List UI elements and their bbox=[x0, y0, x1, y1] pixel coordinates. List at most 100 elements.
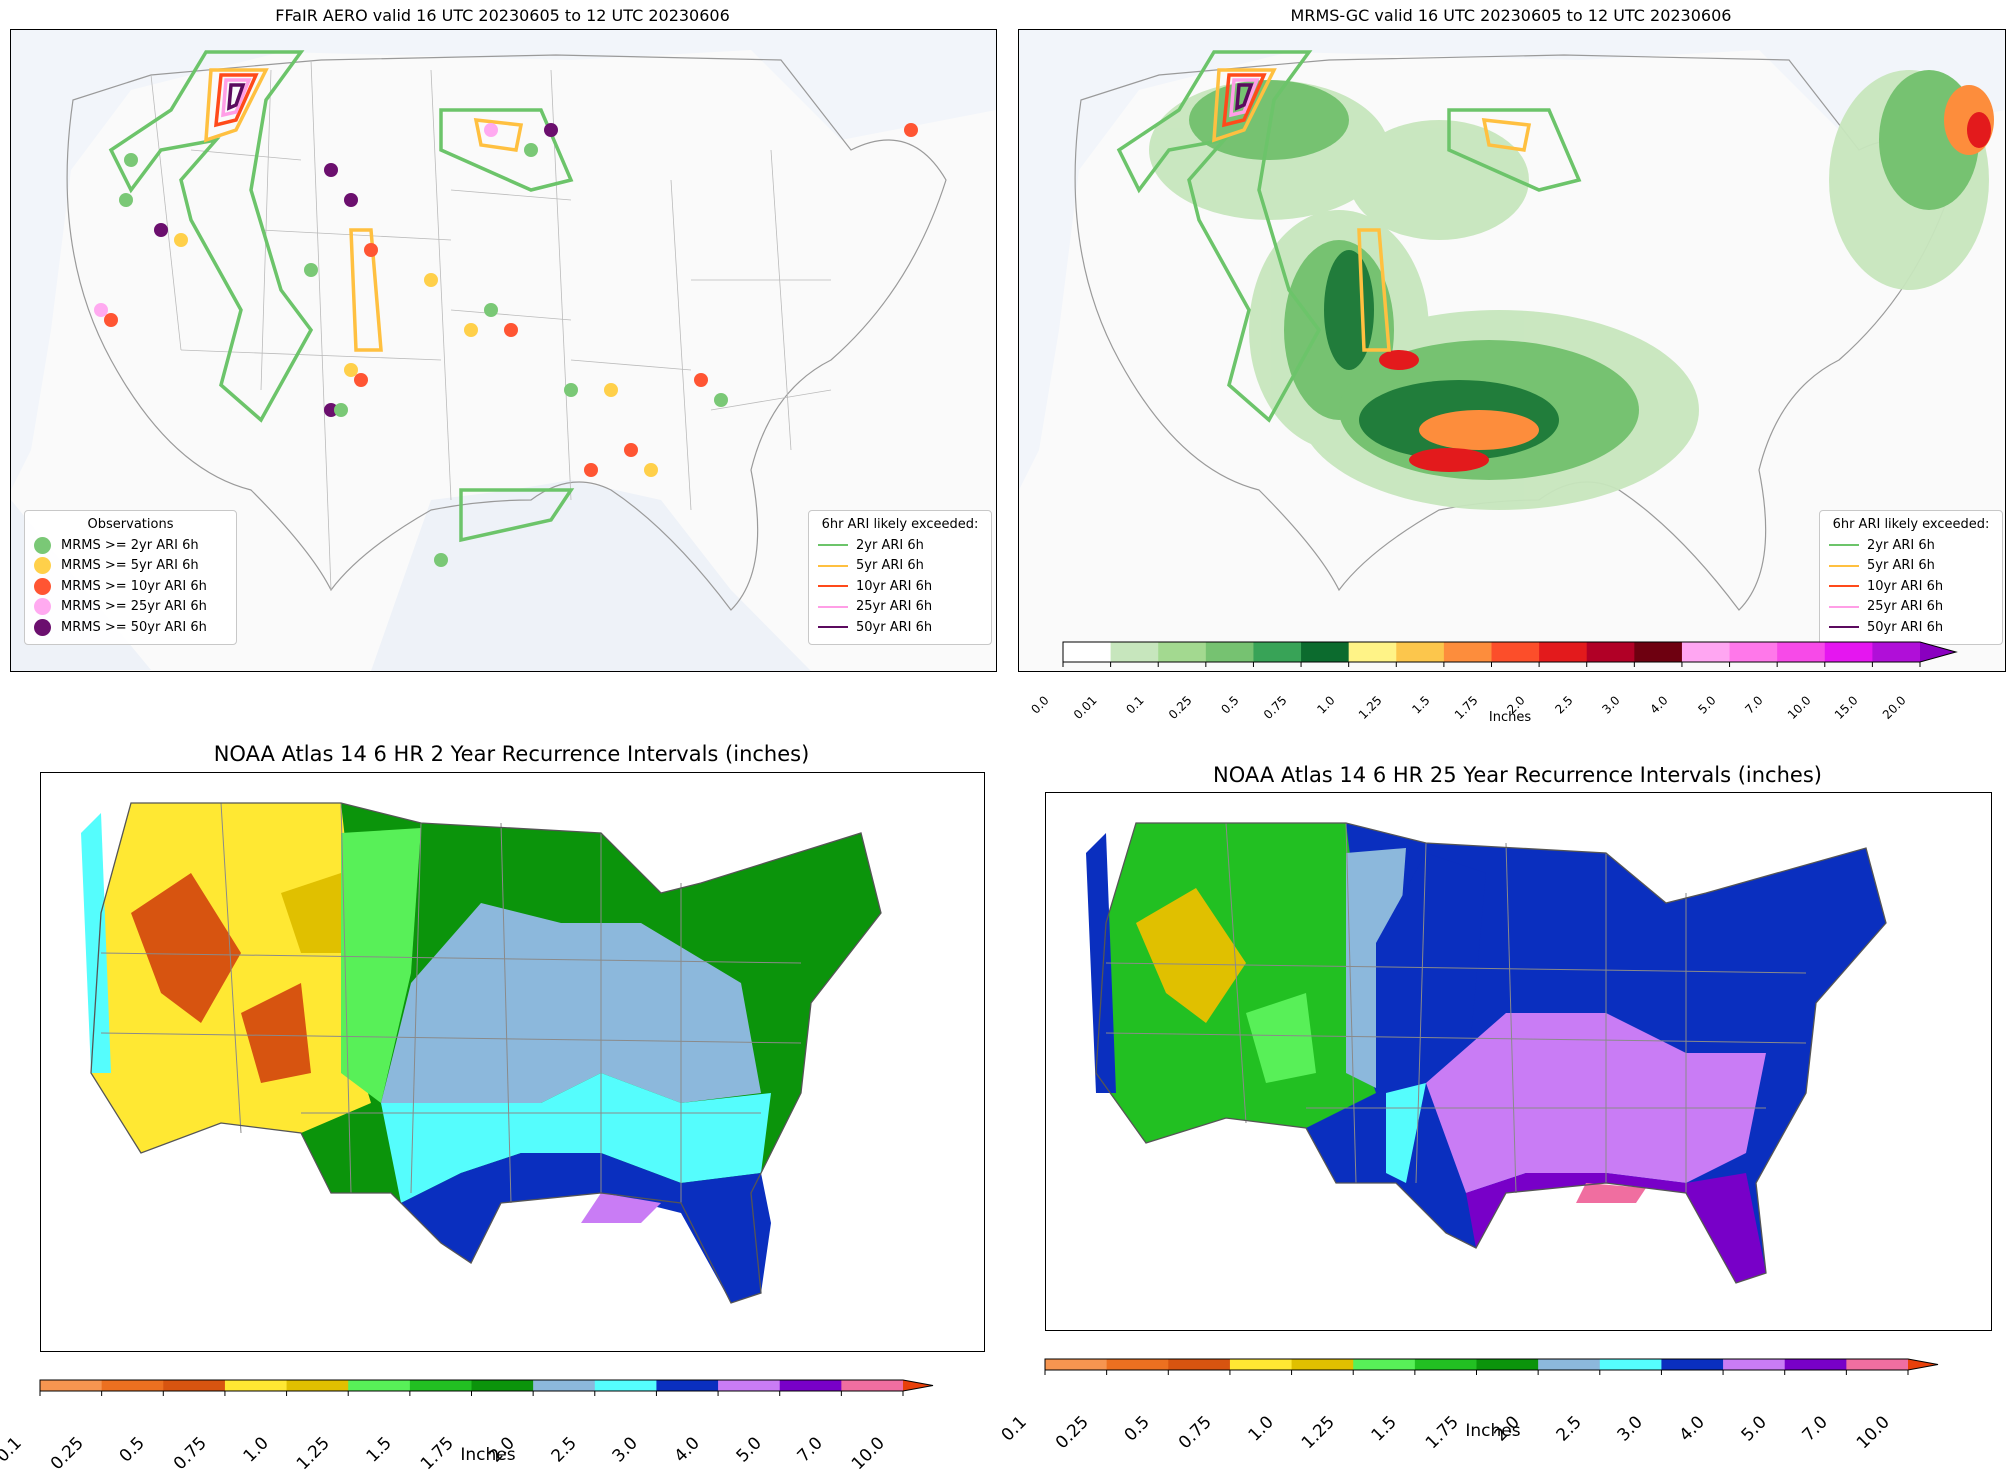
line-icon bbox=[818, 564, 848, 567]
colorbar-tick-label: 4.0 bbox=[1647, 693, 1671, 717]
colorbar-tick-label: 5.0 bbox=[1737, 1412, 1771, 1446]
colorbar-tick-label: 0.1 bbox=[997, 1412, 1031, 1446]
colorbar-tick-label: 0.75 bbox=[169, 1433, 211, 1475]
line-icon bbox=[818, 605, 848, 608]
ffair-title: FFaIR AERO valid 16 UTC 20230605 to 12 U… bbox=[275, 6, 730, 25]
ari-legend-mrms: 6hr ARI likely exceeded: 2yr ARI 6h 5yr … bbox=[1819, 510, 2003, 645]
colorbar-tick-label: 0.75 bbox=[1174, 1412, 1216, 1454]
line-icon bbox=[1829, 626, 1859, 629]
colorbar-tick-label: 7.0 bbox=[1798, 1412, 1833, 1446]
colorbar-tick-label: 1.0 bbox=[239, 1433, 273, 1467]
colorbar-svg bbox=[1062, 641, 1958, 667]
colorbar-outline bbox=[39, 1379, 934, 1392]
mrms-colorbar-label: Inches bbox=[1488, 710, 1532, 725]
colorbar-swatch bbox=[1291, 1359, 1354, 1370]
line-icon bbox=[818, 626, 848, 629]
colorbar-swatch bbox=[1539, 642, 1588, 662]
colorbar-swatch bbox=[656, 1380, 719, 1391]
line-icon bbox=[1829, 564, 1859, 567]
colorbar-swatch bbox=[1476, 1359, 1539, 1370]
colorbar-swatch bbox=[1396, 642, 1445, 662]
colorbar-extend-arrow bbox=[903, 1380, 933, 1391]
colorbar-outline bbox=[1044, 1358, 1939, 1371]
colorbar-tick-label: 0.01 bbox=[1070, 693, 1100, 723]
colorbar-swatch bbox=[1599, 1359, 1662, 1370]
colorbar-swatch bbox=[1414, 1359, 1477, 1370]
colorbar-tick-label: 1.25 bbox=[293, 1433, 335, 1475]
colorbar-swatch bbox=[1586, 642, 1635, 662]
colorbar-tick-label: 20.0 bbox=[1879, 693, 1909, 723]
ari-legend-item-2yr: 2yr ARI 6h bbox=[1829, 535, 1993, 556]
ari-legend-label: 5yr ARI 6h bbox=[1867, 558, 1935, 574]
colorbar-swatch bbox=[1353, 1359, 1416, 1370]
colorbar-swatch bbox=[718, 1380, 781, 1391]
colorbar-swatch bbox=[1158, 642, 1207, 662]
colorbar-tick-label: 5.0 bbox=[732, 1433, 766, 1467]
colorbar-swatch bbox=[471, 1380, 534, 1391]
colorbar-tick-label: 7.0 bbox=[1742, 693, 1766, 717]
ari-legend-item-5yr: 5yr ARI 6h bbox=[818, 556, 982, 577]
colorbar-swatch bbox=[1253, 642, 1302, 662]
colorbar-tick-label: 10.0 bbox=[847, 1433, 889, 1475]
colorbar-swatch bbox=[1634, 642, 1683, 662]
marker-icon bbox=[34, 577, 51, 595]
colorbar-svg bbox=[39, 1379, 934, 1396]
obs-legend-label: MRMS >= 2yr ARI 6h bbox=[61, 537, 199, 553]
colorbar-tick-label: 0.75 bbox=[1260, 693, 1290, 723]
mrms-map: 6hr ARI likely exceeded: 2yr ARI 6h 5yr … bbox=[1018, 29, 2006, 672]
colorbar-tick-label: 0.1 bbox=[0, 1433, 26, 1467]
colorbar-svg bbox=[1044, 1358, 1939, 1375]
ari-legend-item-25yr: 25yr ARI 6h bbox=[1829, 597, 1993, 618]
colorbar-tick-label: 4.0 bbox=[1675, 1412, 1709, 1446]
atlas2-colorbar: 0.1 0.25 0.5 0.75 1.0 1.25 1.5 1.75 2.0 2.5 3.0 4.0… bbox=[0, 1379, 934, 1474]
ari-legend-item-2yr: 2yr ARI 6h bbox=[818, 535, 982, 556]
marker-icon bbox=[34, 598, 51, 616]
colorbar-swatch bbox=[1110, 642, 1159, 662]
ari-legend-title: 6hr ARI likely exceeded: bbox=[821, 517, 979, 532]
colorbar-swatch bbox=[1348, 642, 1397, 662]
colorbar-swatch bbox=[1045, 1359, 1108, 1370]
obs-legend-label: MRMS >= 5yr ARI 6h bbox=[61, 558, 199, 574]
ari-legend-item-10yr: 10yr ARI 6h bbox=[1829, 576, 1993, 597]
colorbar-tick-label: 3.0 bbox=[609, 1433, 643, 1467]
colorbar-tick-label: 0.5 bbox=[115, 1433, 150, 1467]
colorbar-swatch bbox=[841, 1380, 904, 1391]
obs-legend-item-5yr: MRMS >= 5yr ARI 6h bbox=[34, 556, 227, 577]
colorbar-swatch bbox=[1661, 1359, 1724, 1370]
colorbar-tick-label: 0.5 bbox=[1218, 693, 1243, 717]
colorbar-swatch bbox=[101, 1380, 164, 1391]
colorbar-tick-label: 10.0 bbox=[1852, 1412, 1894, 1454]
colorbar-swatch bbox=[409, 1380, 472, 1391]
colorbar-swatch bbox=[594, 1380, 657, 1391]
colorbar-swatch bbox=[1229, 1359, 1293, 1370]
colorbar-swatch bbox=[1205, 642, 1254, 662]
ffair-map: Observations MRMS >= 2yr ARI 6h MRMS >= … bbox=[10, 29, 997, 672]
line-icon bbox=[1829, 544, 1859, 547]
colorbar-tick-label: 1.0 bbox=[1244, 1412, 1278, 1446]
obs-legend-label: MRMS >= 10yr ARI 6h bbox=[61, 578, 207, 594]
atlas2-map-svg bbox=[41, 773, 984, 1351]
colorbar-tick-label: 5.0 bbox=[1694, 693, 1719, 717]
colorbar-swatch bbox=[348, 1380, 411, 1391]
ari-legend-item-50yr: 50yr ARI 6h bbox=[818, 617, 982, 638]
colorbar-swatch bbox=[1723, 1359, 1786, 1370]
ari-legend-item-50yr: 50yr ARI 6h bbox=[1829, 617, 1993, 638]
ari-legend-label: 25yr ARI 6h bbox=[1867, 599, 1944, 615]
colorbar-swatch bbox=[40, 1380, 103, 1391]
colorbar-swatch bbox=[1106, 1359, 1169, 1370]
colorbar-tick-label: 0.0 bbox=[1028, 693, 1052, 717]
marker-icon bbox=[34, 618, 51, 636]
colorbar-tick-label: 4.0 bbox=[670, 1433, 704, 1467]
colorbar-outline bbox=[1062, 641, 1958, 663]
colorbar-swatch bbox=[1872, 642, 1921, 662]
colorbar-swatch bbox=[1168, 1359, 1231, 1370]
colorbar-swatch bbox=[224, 1380, 288, 1391]
colorbar-swatch bbox=[1491, 642, 1540, 662]
obs-legend-item-50yr: MRMS >= 50yr ARI 6h bbox=[34, 617, 227, 638]
atlas2-title: NOAA Atlas 14 6 HR 2 Year Recurrence Int… bbox=[213, 742, 810, 766]
atlas25-map-svg bbox=[1046, 793, 1991, 1330]
mrms-colorbar: 0.0 0.01 0.1 0.25 0.5 0.75 1.0 1.25 1.5 1.75 2.0 2.… bbox=[1028, 641, 1958, 722]
ari-legend-label: 10yr ARI 6h bbox=[1867, 578, 1944, 594]
colorbar-tick-label: 7.0 bbox=[793, 1433, 828, 1467]
colorbar-swatch bbox=[1729, 642, 1778, 662]
